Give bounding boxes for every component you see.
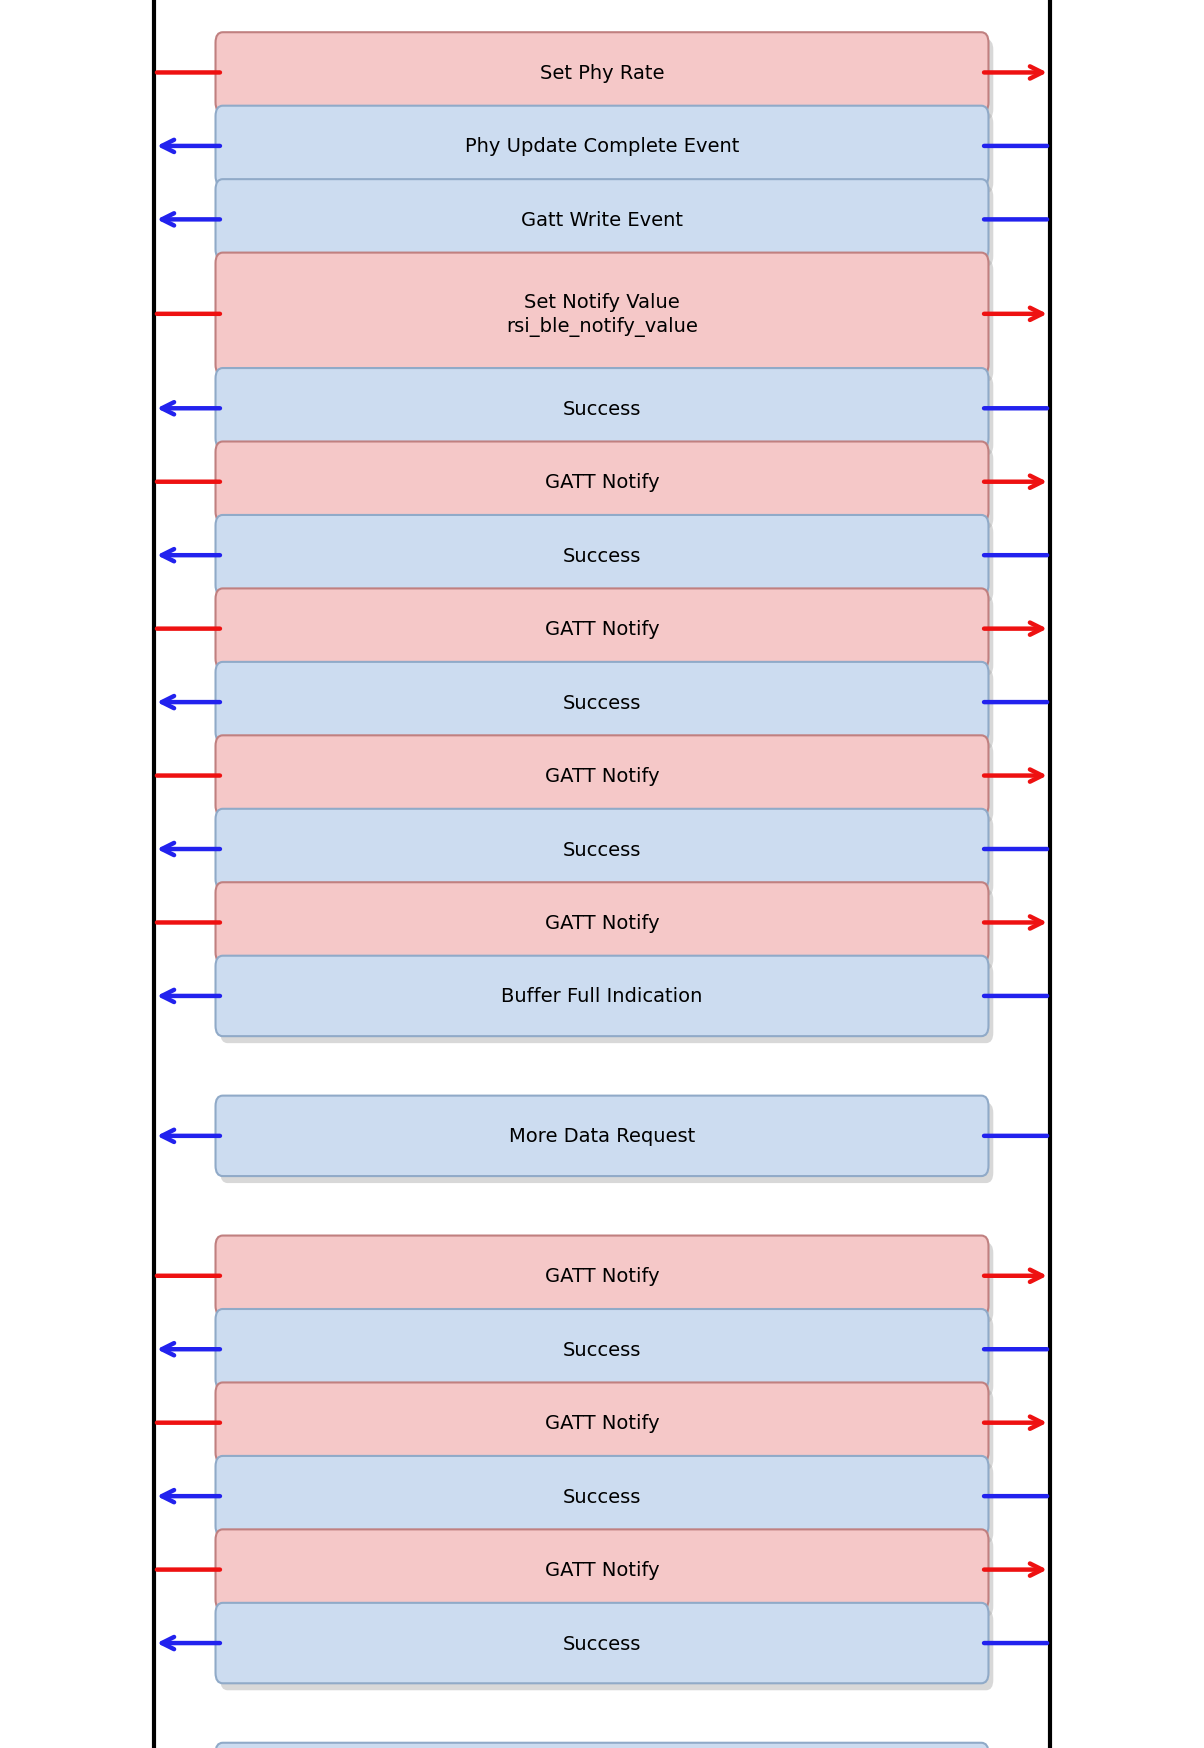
FancyBboxPatch shape xyxy=(216,1096,988,1176)
Text: GATT Notify: GATT Notify xyxy=(544,474,660,491)
FancyBboxPatch shape xyxy=(216,180,988,260)
FancyBboxPatch shape xyxy=(220,1610,993,1690)
FancyBboxPatch shape xyxy=(216,442,988,523)
Text: GATT Notify: GATT Notify xyxy=(544,1267,660,1285)
FancyBboxPatch shape xyxy=(216,809,988,890)
FancyBboxPatch shape xyxy=(220,669,993,750)
Text: GATT Notify: GATT Notify xyxy=(544,1414,660,1432)
FancyBboxPatch shape xyxy=(220,890,993,970)
Text: Buffer Full Indication: Buffer Full Indication xyxy=(501,988,703,1005)
FancyBboxPatch shape xyxy=(220,743,993,823)
FancyBboxPatch shape xyxy=(216,1456,988,1536)
FancyBboxPatch shape xyxy=(216,589,988,669)
FancyBboxPatch shape xyxy=(220,260,993,383)
FancyBboxPatch shape xyxy=(220,376,993,456)
FancyBboxPatch shape xyxy=(220,40,993,121)
FancyBboxPatch shape xyxy=(216,1309,988,1390)
Text: Phy Update Complete Event: Phy Update Complete Event xyxy=(465,138,739,156)
FancyBboxPatch shape xyxy=(220,816,993,897)
FancyBboxPatch shape xyxy=(216,662,988,743)
Text: Set Phy Rate: Set Phy Rate xyxy=(539,65,665,82)
Text: Success: Success xyxy=(562,1634,642,1652)
FancyBboxPatch shape xyxy=(216,369,988,449)
FancyBboxPatch shape xyxy=(216,736,988,816)
FancyBboxPatch shape xyxy=(216,516,988,596)
FancyBboxPatch shape xyxy=(220,963,993,1044)
Text: Success: Success xyxy=(562,841,642,858)
FancyBboxPatch shape xyxy=(220,1536,993,1617)
FancyBboxPatch shape xyxy=(216,1236,988,1316)
FancyBboxPatch shape xyxy=(220,1390,993,1470)
Text: GATT Notify: GATT Notify xyxy=(544,767,660,785)
FancyBboxPatch shape xyxy=(220,523,993,603)
Text: Success: Success xyxy=(562,400,642,418)
Text: Set Notify Value
rsi_ble_notify_value: Set Notify Value rsi_ble_notify_value xyxy=(506,294,698,336)
FancyBboxPatch shape xyxy=(220,1243,993,1323)
Text: GATT Notify: GATT Notify xyxy=(544,1561,660,1578)
FancyBboxPatch shape xyxy=(216,1530,988,1610)
Text: Success: Success xyxy=(562,547,642,565)
Text: Gatt Write Event: Gatt Write Event xyxy=(521,212,683,229)
FancyBboxPatch shape xyxy=(216,33,988,114)
FancyBboxPatch shape xyxy=(220,449,993,530)
FancyBboxPatch shape xyxy=(220,1463,993,1543)
FancyBboxPatch shape xyxy=(220,1316,993,1397)
FancyBboxPatch shape xyxy=(216,253,988,376)
Text: GATT Notify: GATT Notify xyxy=(544,914,660,932)
FancyBboxPatch shape xyxy=(220,596,993,676)
FancyBboxPatch shape xyxy=(220,1103,993,1183)
FancyBboxPatch shape xyxy=(216,1743,988,1748)
FancyBboxPatch shape xyxy=(216,1603,988,1683)
FancyBboxPatch shape xyxy=(216,107,988,187)
Text: Success: Success xyxy=(562,694,642,711)
FancyBboxPatch shape xyxy=(220,187,993,267)
Text: Success: Success xyxy=(562,1341,642,1358)
FancyBboxPatch shape xyxy=(216,1383,988,1463)
FancyBboxPatch shape xyxy=(220,114,993,194)
Text: More Data Request: More Data Request xyxy=(509,1127,695,1145)
Text: Success: Success xyxy=(562,1488,642,1505)
FancyBboxPatch shape xyxy=(216,956,988,1037)
FancyBboxPatch shape xyxy=(216,883,988,963)
Text: GATT Notify: GATT Notify xyxy=(544,621,660,638)
